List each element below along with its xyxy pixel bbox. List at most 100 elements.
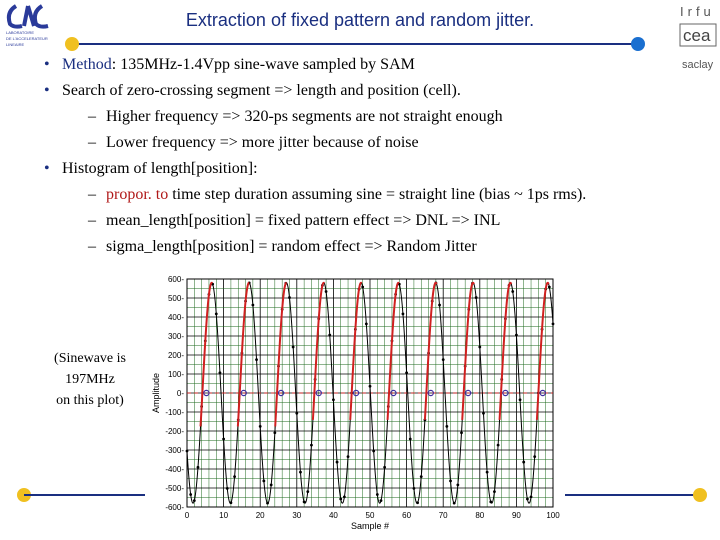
- zero-crossing-marker: [277, 389, 285, 397]
- sample-point: [302, 500, 306, 504]
- irfu-text: Irfu: [680, 4, 715, 19]
- sample-point: [218, 371, 222, 375]
- bullet-search: • Search of zero-crossing segment => leng…: [44, 82, 461, 99]
- zero-crossing-segment: [349, 281, 363, 420]
- y-tick-label: 400-: [168, 313, 184, 322]
- bullet-text: Lower frequency => more jitter because o…: [106, 134, 419, 151]
- sample-point: [511, 290, 515, 293]
- zero-crossing-segment: [274, 281, 287, 427]
- sample-point: [551, 322, 555, 326]
- bottom-left-divider: [17, 488, 154, 502]
- sample-point: [416, 501, 419, 505]
- zero-crossing-segment: [535, 281, 550, 420]
- sample-point: [408, 437, 412, 441]
- title-rule-dot-right: [631, 37, 645, 51]
- sample-point: [361, 285, 365, 289]
- sample-point: [306, 490, 310, 494]
- sample-point: [452, 501, 456, 505]
- sample-point: [368, 384, 372, 388]
- sample-point: [485, 470, 489, 474]
- y-tick-label: -300-: [165, 446, 184, 455]
- zero-crossing-segment: [498, 281, 513, 420]
- bullet-text: time step duration assuming sine = strai…: [168, 186, 587, 203]
- sample-point: [346, 455, 350, 459]
- sample-point: [375, 493, 379, 496]
- x-tick-label: 10: [219, 511, 228, 520]
- zero-crossing-marker: [315, 389, 322, 397]
- sample-point: [196, 465, 200, 469]
- sub-bullet-proportional: – propor. to time step duration assuming …: [88, 186, 587, 203]
- sample-point: [342, 495, 346, 499]
- sample-point: [441, 358, 445, 361]
- zero-crossing-marker: [539, 389, 546, 397]
- zero-crossing-marker: [502, 389, 509, 397]
- irfu-cea-saclay-logo: Irfu cea saclay: [679, 4, 717, 71]
- bullet-text: mean_length[position] = fixed pattern ef…: [106, 212, 501, 229]
- sample-point: [192, 499, 196, 503]
- sample-point: [412, 487, 416, 490]
- sample-point: [372, 449, 376, 453]
- sample-point: [269, 483, 273, 487]
- x-axis-label: Sample #: [351, 521, 389, 531]
- sample-point: [405, 371, 408, 375]
- sample-point: [493, 490, 496, 494]
- title-divider: [65, 37, 645, 51]
- y-tick-label: -200-: [165, 427, 184, 436]
- x-tick-label: 90: [512, 511, 521, 520]
- bullet-text: sigma_length[position] = random effect =…: [106, 238, 477, 255]
- sample-point: [533, 455, 537, 459]
- page-title: Extraction of fixed pattern and random j…: [185, 10, 535, 30]
- cea-text: cea: [683, 26, 711, 45]
- zero-crossing-marker: [390, 389, 397, 397]
- sample-point: [445, 425, 449, 428]
- svg-text:LINEAIRE: LINEAIRE: [6, 42, 25, 47]
- sample-point: [529, 495, 533, 499]
- sample-point: [496, 443, 500, 447]
- sample-point: [449, 479, 452, 483]
- sample-point: [251, 303, 255, 307]
- x-tick-label: 100: [546, 511, 560, 520]
- sample-point: [332, 398, 335, 402]
- sample-point: [489, 500, 493, 504]
- sample-point: [262, 479, 266, 483]
- y-tick-label: -100-: [165, 408, 184, 417]
- plot-ticks: 0 10 20 30 40 50 60 70 80 90 100 600- 500- 400- 300- 20…: [165, 275, 560, 520]
- x-tick-label: 60: [402, 511, 411, 520]
- sub-bullet-higher-frequency: – Higher frequency => 320-ps segments are…: [88, 108, 503, 125]
- zero-crossing-marker: [352, 389, 360, 397]
- method-label: Method: [62, 56, 112, 73]
- note-line: (Sinewave is: [54, 351, 126, 366]
- zero-crossing-segment: [461, 281, 475, 420]
- sample-point: [438, 303, 441, 307]
- bullet-histogram: • Histogram of length[position]:: [44, 160, 258, 177]
- sinewave-plot: 0 10 20 30 40 50 60 70 80 90 100 600- 500- 400- 300- 20…: [145, 273, 565, 535]
- sample-point: [185, 449, 189, 453]
- y-tick-label: 200-: [168, 351, 184, 360]
- sample-point: [474, 296, 478, 299]
- lal-logo: LABORATOIRE DE L'ACCELERATEUR LINEAIRE: [6, 4, 49, 47]
- sample-point: [525, 497, 529, 501]
- sample-point: [233, 475, 236, 479]
- note-line: on this plot): [56, 393, 124, 408]
- sample-point: [515, 333, 518, 337]
- zero-crossing-segment: [236, 281, 250, 427]
- sample-point: [328, 333, 332, 337]
- x-tick-label: 20: [256, 511, 265, 520]
- x-tick-label: 80: [475, 511, 484, 520]
- sample-point: [288, 296, 291, 299]
- sample-point: [310, 443, 313, 447]
- sample-point: [460, 431, 463, 435]
- sample-point: [299, 470, 302, 474]
- sample-point: [295, 411, 299, 415]
- bullet-text: Histogram of length[position]:: [62, 160, 258, 177]
- y-tick-label: -400-: [165, 465, 184, 474]
- sub-bullet-lower-frequency: – Lower frequency => more jitter because …: [88, 134, 419, 151]
- sample-point: [478, 345, 482, 349]
- plot-series: [185, 281, 555, 505]
- sample-point: [364, 322, 368, 326]
- x-tick-label: 50: [366, 511, 375, 520]
- method-text: : 135MHz-1.4Vpp sine-wave sampled by SAM: [111, 56, 415, 73]
- x-tick-label: 70: [439, 511, 448, 520]
- red-prefix: propor. to: [106, 186, 169, 203]
- note-line: 197MHz: [65, 372, 115, 387]
